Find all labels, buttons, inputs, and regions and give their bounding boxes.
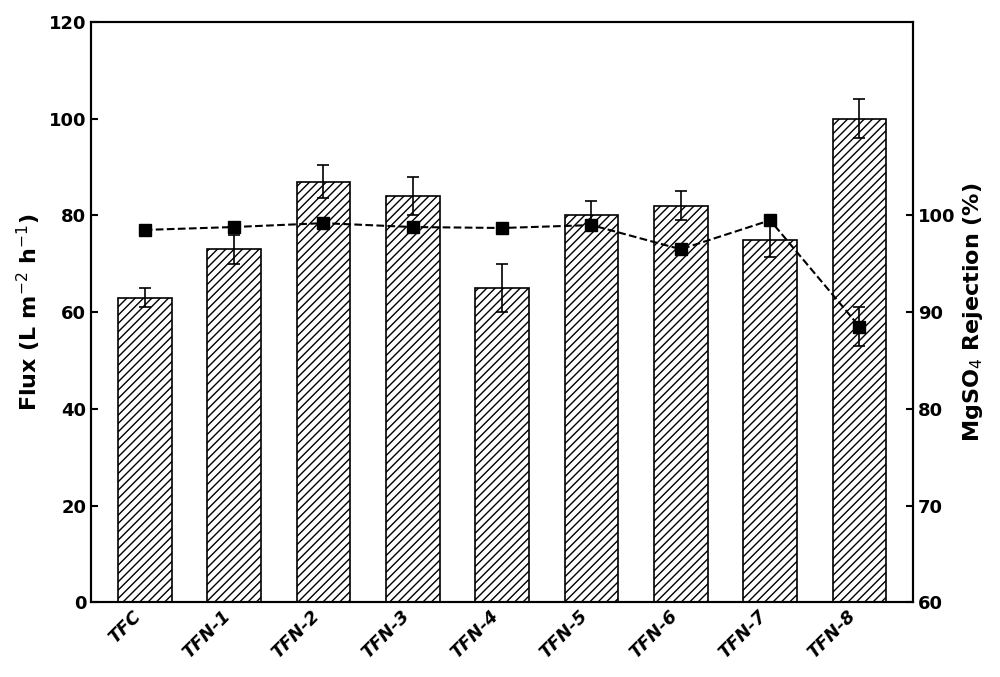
Bar bbox=[833, 118, 886, 603]
Bar bbox=[118, 298, 172, 603]
Y-axis label: Flux (L m$^{-2}$ h$^{-1}$): Flux (L m$^{-2}$ h$^{-1}$) bbox=[15, 213, 43, 411]
Y-axis label: MgSO$_4$ Rejection (%): MgSO$_4$ Rejection (%) bbox=[961, 182, 985, 442]
Bar bbox=[207, 249, 261, 603]
Bar bbox=[297, 181, 350, 603]
Bar bbox=[475, 288, 529, 603]
Bar bbox=[654, 206, 708, 603]
Bar bbox=[386, 196, 440, 603]
Bar bbox=[565, 215, 618, 603]
Bar bbox=[743, 240, 797, 603]
